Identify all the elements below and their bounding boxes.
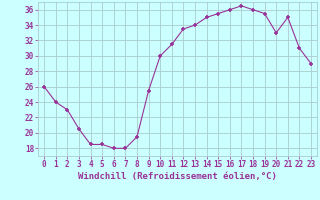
X-axis label: Windchill (Refroidissement éolien,°C): Windchill (Refroidissement éolien,°C)	[78, 172, 277, 181]
